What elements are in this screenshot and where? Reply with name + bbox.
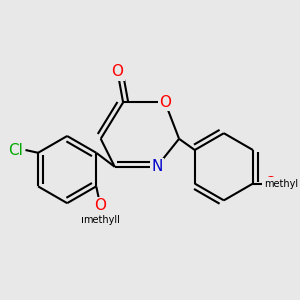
Text: O: O: [112, 64, 124, 79]
Text: O: O: [94, 199, 106, 214]
Text: O: O: [95, 199, 106, 213]
Text: Cl: Cl: [8, 142, 23, 158]
Text: O: O: [264, 176, 276, 191]
Text: O: O: [159, 95, 171, 110]
Text: methyl: methyl: [264, 178, 298, 189]
Text: methyl: methyl: [83, 215, 118, 225]
Text: methyl: methyl: [81, 215, 120, 225]
Text: N: N: [151, 159, 162, 174]
